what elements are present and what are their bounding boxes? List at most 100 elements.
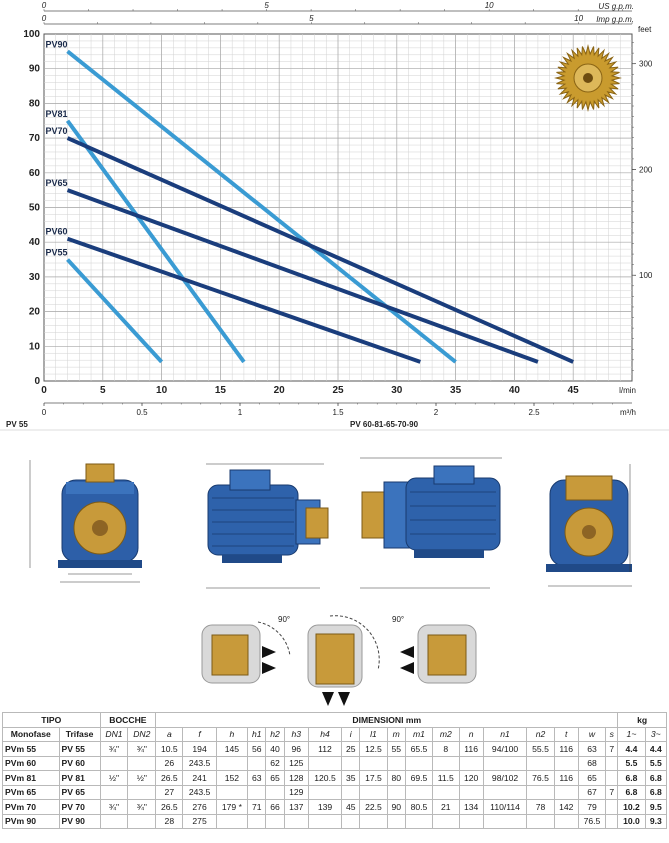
table-cell: 21: [432, 799, 460, 815]
side-view-pv60-90: [360, 457, 502, 589]
table-cell: ½": [99, 770, 129, 786]
table-cell: [99, 813, 129, 829]
table-cell: 94/100: [482, 741, 528, 757]
y-right-tick-label: 100: [639, 271, 653, 280]
table-cell: [458, 755, 484, 771]
top-unit-label: US g.p.m.: [598, 2, 634, 11]
y-tick-label: 0: [34, 376, 40, 387]
table-cell: 76.5: [577, 813, 607, 829]
table-cell: [359, 813, 388, 829]
table-cell: 142: [553, 799, 579, 815]
table-cell: 8: [432, 741, 460, 757]
y-tick-label: 30: [29, 272, 41, 283]
column-header: h1: [247, 726, 267, 742]
table-cell: [307, 813, 343, 829]
table-cell: 17.5: [359, 770, 388, 786]
table-cell: [404, 755, 434, 771]
x-tick-label: 25: [332, 385, 344, 396]
table-cell: 27: [155, 784, 184, 800]
table-cell: 28: [155, 813, 184, 829]
table-cell: 9.3: [644, 813, 668, 829]
front-view-pv60-90: [546, 464, 632, 587]
table-cell: 4.4: [644, 741, 668, 757]
column-header: h2: [265, 726, 285, 742]
table-cell: [247, 755, 267, 771]
x-tick-label: 10: [156, 385, 168, 396]
table-row: PVm 55 PV 55 ¾" ¾" 10.5 194 145 56 40 96 112 25 12.5…: [2, 741, 668, 757]
table-row: PVm 60 PV 60 26 243.5 62 125 68 5.5 5.5: [2, 755, 668, 771]
x-tick-label: 35: [450, 385, 462, 396]
table-cell: [215, 784, 249, 800]
table-cell: [458, 813, 484, 829]
header-tipo: TIPO: [2, 712, 101, 728]
m3h-tick-label: 0.5: [136, 408, 148, 417]
table-cell: 80: [386, 770, 406, 786]
table-cell: [359, 755, 388, 771]
top-tick-label: 10: [485, 1, 494, 10]
y-right-tick-label: 200: [639, 165, 653, 174]
y-tick-label: 90: [29, 64, 41, 75]
column-header: m1: [404, 726, 434, 742]
table-cell: 243.5: [182, 755, 217, 771]
table-cell: 241: [182, 770, 217, 786]
caption-pv-others: PV 60-81-65-70-90: [350, 420, 419, 429]
table-cell: 80.5: [404, 799, 434, 815]
table-cell: [215, 813, 249, 829]
column-header: h3: [283, 726, 309, 742]
x-unit-lmin: l/min: [619, 386, 636, 395]
table-cell: [482, 813, 528, 829]
table-cell: 6.8: [617, 770, 646, 786]
table-cell: [458, 784, 484, 800]
table-cell: PV 81: [58, 770, 101, 786]
table-cell: 62: [265, 755, 285, 771]
column-header: a: [155, 726, 184, 742]
y-tick-label: 50: [29, 203, 41, 214]
table-cell: 116: [458, 741, 484, 757]
table-cell: 65.5: [404, 741, 434, 757]
table-cell: ½": [127, 770, 157, 786]
table-cell: 9.5: [644, 799, 668, 815]
table-row: PVm 90 PV 90 28 275 76.5 10.0 9.3: [2, 813, 668, 829]
m3h-tick-label: 1.5: [332, 408, 344, 417]
x-unit-m3h: m³/h: [620, 408, 636, 417]
table-cell: PVm 65: [2, 784, 60, 800]
table-cell: 116: [553, 770, 579, 786]
table-cell: PVm 60: [2, 755, 60, 771]
table-cell: 145: [215, 741, 249, 757]
column-header: m2: [432, 726, 460, 742]
table-cell: [404, 784, 434, 800]
table-cell: 67: [577, 784, 607, 800]
table-cell: [386, 813, 406, 829]
table-cell: [247, 784, 267, 800]
table-cell: [553, 813, 579, 829]
table-cell: [359, 784, 388, 800]
table-cell: 45: [341, 799, 361, 815]
y-right-tick-label: 300: [639, 60, 653, 69]
table-cell: [127, 755, 157, 771]
dimension-table: TIPO BOCCHE DIMENSIONI mm kg Monofase Tri…: [2, 712, 668, 829]
series-line-pv65: [66, 188, 539, 364]
table-cell: 26.5: [155, 770, 184, 786]
table-cell: 26.5: [155, 799, 184, 815]
table-cell: 65: [265, 770, 285, 786]
header-bocche: BOCCHE: [99, 712, 157, 728]
column-header: t: [553, 726, 579, 742]
table-cell: 76.5: [526, 770, 555, 786]
column-header: Trifase: [58, 726, 101, 742]
series-label-pv70: PV70: [46, 126, 68, 136]
caption-pv55: PV 55: [6, 420, 28, 429]
front-view-pv55: [29, 460, 142, 583]
table-cell: PVm 70: [2, 799, 60, 815]
y-tick-label: 80: [29, 98, 41, 109]
table-cell: 5.5: [617, 755, 646, 771]
table-cell: 120.5: [307, 770, 343, 786]
m3h-tick-label: 1: [238, 408, 243, 417]
table-cell: 56: [247, 741, 267, 757]
x-tick-label: 0: [41, 385, 47, 396]
side-view-pv55: [206, 463, 329, 589]
table-cell: 125: [283, 755, 309, 771]
column-header: l1: [359, 726, 388, 742]
table-cell: 68: [577, 755, 607, 771]
table-cell: 110/114: [482, 799, 528, 815]
x-tick-label: 40: [509, 385, 521, 396]
